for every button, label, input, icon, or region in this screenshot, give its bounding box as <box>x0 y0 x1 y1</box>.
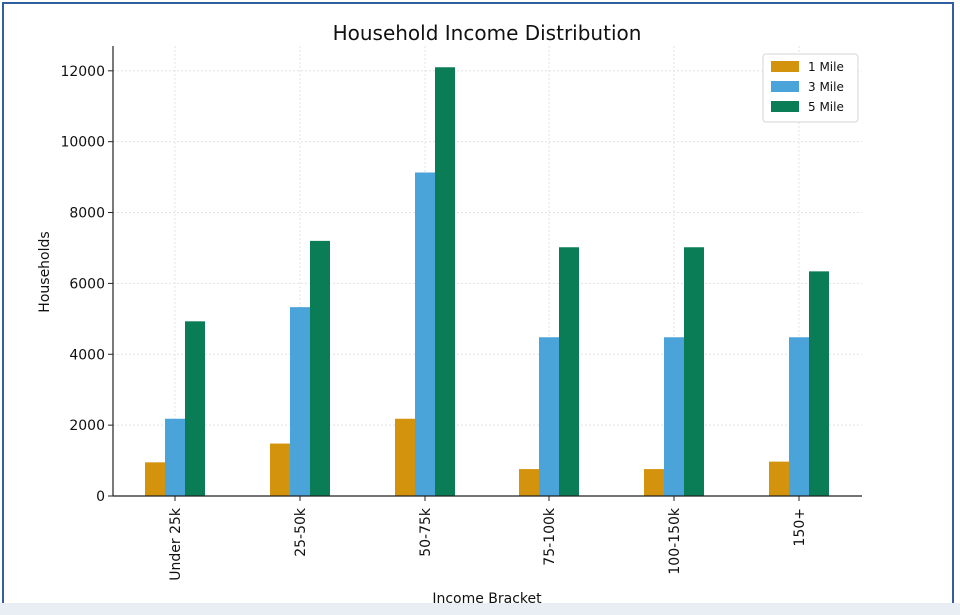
bar-5-mile <box>809 271 829 496</box>
legend-swatch-5-mile <box>771 101 799 112</box>
y-ticks: 0 2000 4000 6000 8000 10000 12000 <box>60 64 113 505</box>
y-tick-label: 6000 <box>69 276 105 292</box>
bar-5-mile <box>435 67 455 497</box>
y-tick-label: 8000 <box>69 206 105 222</box>
bar-1-mile <box>644 469 664 496</box>
bar-1-mile <box>395 418 415 496</box>
bar-5-mile <box>310 240 330 496</box>
bar-1-mile <box>769 461 789 496</box>
legend: 1 Mile 3 Mile 5 Mile <box>762 53 859 123</box>
bars <box>145 67 829 497</box>
bar-1-mile <box>519 469 539 496</box>
y-tick-label: 0 <box>96 489 105 505</box>
bar-3-mile <box>290 307 310 496</box>
frame-bottom-strip <box>0 603 960 615</box>
bar-3-mile <box>539 337 559 496</box>
x-tick-label: 100-150k <box>667 507 683 574</box>
x-tick-label: 150+ <box>792 508 808 546</box>
x-tick-label: 50-75k <box>418 507 434 557</box>
legend-label: 3 Mile <box>808 80 844 94</box>
x-tick-label: Under 25k <box>168 507 184 581</box>
y-axis-label: Households <box>37 231 53 312</box>
legend-swatch-1-mile <box>771 61 799 72</box>
y-tick-label: 4000 <box>69 347 105 363</box>
chart-title: Household Income Distribution <box>333 21 642 45</box>
grid-lines <box>113 46 862 496</box>
legend-label: 1 Mile <box>808 60 844 74</box>
y-tick-label: 12000 <box>60 64 105 80</box>
bar-1-mile <box>145 462 165 496</box>
bar-5-mile <box>684 247 704 496</box>
bar-5-mile <box>559 247 579 496</box>
legend-swatch-3-mile <box>771 81 799 92</box>
bar-3-mile <box>415 172 435 496</box>
y-tick-label: 2000 <box>69 418 105 434</box>
legend-label: 5 Mile <box>808 100 844 114</box>
y-tick-label: 10000 <box>60 135 105 151</box>
bar-3-mile <box>789 337 809 496</box>
x-tick-label: 75-100k <box>542 507 558 566</box>
bar-3-mile <box>664 337 684 496</box>
bar-1-mile <box>270 443 290 496</box>
x-tick-label: 25-50k <box>293 507 309 557</box>
axes <box>112 46 862 497</box>
bar-3-mile <box>165 418 185 496</box>
x-ticks: Under 25k 25-50k 50-75k 75-100k 100-150k 150+ <box>168 496 808 581</box>
bar-5-mile <box>185 321 205 496</box>
x-axis-label: Income Bracket <box>432 591 542 607</box>
